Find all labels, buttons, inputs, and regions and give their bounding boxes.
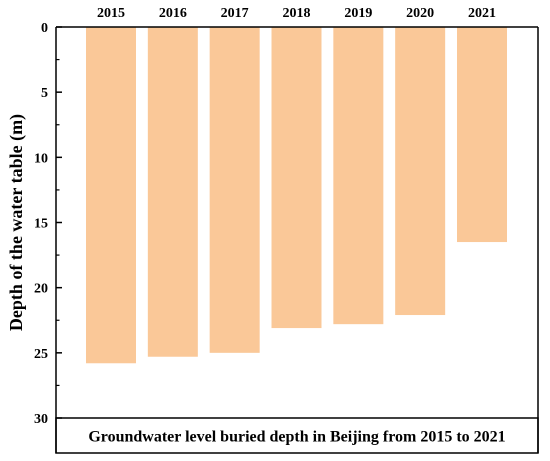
caption-box: [55, 417, 539, 454]
bar-2015: [86, 27, 136, 364]
x-tick-label-2018: 2018: [283, 6, 311, 21]
x-tick-label-2020: 2020: [406, 6, 434, 21]
bar-2016: [147, 27, 198, 357]
y-ticks-group: 0 5 10 15 20 25 30: [34, 21, 62, 427]
x-tick-label-2015: 2015: [97, 6, 125, 21]
x-tick-label-2016: 2016: [159, 6, 187, 21]
x-labels-group: 2015 2016 2017 2018 2019 2020 2021: [97, 6, 496, 21]
x-tick-label-2019: 2019: [344, 6, 372, 21]
y-tick-label: 0: [41, 21, 48, 36]
y-tick-label: 30: [34, 412, 48, 427]
bar-2018: [271, 27, 322, 329]
y-tick-label: 20: [34, 282, 48, 297]
bar-2019: [333, 27, 384, 325]
y-tick-label: 25: [34, 347, 48, 362]
chart-caption: Groundwater level buried depth in Beijin…: [88, 429, 505, 446]
y-tick-label: 5: [41, 86, 48, 101]
bars-group: [86, 27, 507, 364]
bar-2017: [209, 27, 260, 353]
bar-2021: [457, 27, 507, 243]
x-tick-label-2021: 2021: [468, 6, 496, 21]
x-tick-label-2017: 2017: [221, 6, 249, 21]
y-axis-title: Depth of the water table (m): [6, 114, 27, 331]
bar-2020: [395, 27, 446, 316]
y-tick-label: 10: [34, 151, 48, 166]
y-tick-label: 15: [34, 217, 48, 232]
